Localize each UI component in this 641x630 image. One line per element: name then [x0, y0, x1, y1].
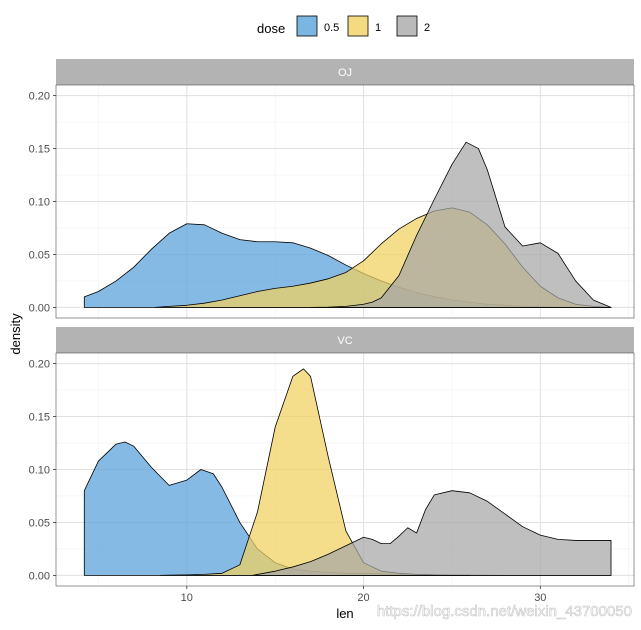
legend-entry-2: 2: [396, 15, 430, 37]
panel-OJ: OJ 0.00 0.05 0.10 0.15 0.20: [29, 59, 635, 319]
watermark: https://blog.csdn.net/weixin_43700050: [377, 603, 632, 620]
y-tick-label: 0.05: [29, 249, 50, 261]
y-tick-label: 0.00: [29, 302, 50, 314]
x-axis: 10 20 30: [181, 586, 546, 604]
facet-strip-label: OJ: [338, 67, 352, 79]
y-tick-label: 0.20: [29, 359, 50, 371]
y-tick-label: 0.15: [29, 144, 50, 156]
y-tick-label: 0.10: [29, 465, 50, 477]
facet-strip: [56, 327, 634, 353]
density-areas: [83, 368, 612, 576]
y-tick-label: 0.10: [29, 197, 50, 209]
x-tick-label: 20: [357, 592, 369, 604]
density-areas: [83, 141, 612, 308]
facet-strip: [56, 59, 634, 85]
legend-label: 1: [375, 22, 381, 34]
y-tick-label: 0.15: [29, 412, 50, 424]
y-tick-label: 0.20: [29, 91, 50, 103]
y-axis-title: density: [8, 313, 23, 355]
legend-entry-0-5: 0.5: [296, 15, 339, 37]
legend-entries: 0.5 1 2: [296, 15, 430, 37]
y-axis: 0.00 0.05 0.10 0.15 0.20: [29, 359, 56, 582]
panel-VC: VC 0.00 0.05 0.10 0.15 0.20 10 20 30: [29, 327, 635, 604]
facet-panels: OJ 0.00 0.05 0.10 0.15 0.20 VC 0.00 0.05 0.10 0.15…: [29, 59, 635, 604]
density-area-dose-2: [310, 141, 612, 308]
legend-title: dose: [257, 21, 285, 36]
legend-label: 0.5: [324, 22, 339, 34]
legend-entry-1: 1: [347, 15, 381, 37]
y-tick-label: 0.00: [29, 570, 50, 582]
x-tick-label: 30: [534, 592, 546, 604]
x-axis-title: len: [336, 606, 353, 621]
legend: dose 0.5 1 2: [257, 15, 430, 37]
density-area-dose-2: [251, 490, 612, 576]
y-axis: 0.00 0.05 0.10 0.15 0.20: [29, 91, 56, 314]
legend-label: 2: [424, 22, 430, 34]
x-tick-label: 10: [181, 592, 193, 604]
legend-key: [347, 15, 369, 37]
facet-strip-label: VC: [337, 335, 352, 347]
legend-key: [296, 15, 318, 37]
legend-key: [396, 15, 418, 37]
y-tick-label: 0.05: [29, 517, 50, 529]
